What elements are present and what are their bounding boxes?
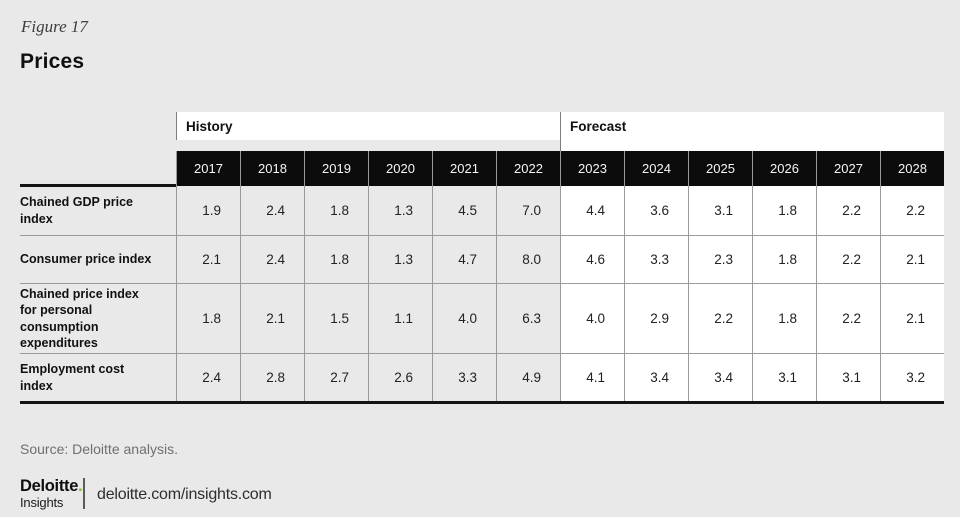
table-cell: 6.3: [496, 283, 560, 353]
table-cell: 2.4: [240, 235, 304, 283]
table-cell: 2.1: [176, 235, 240, 283]
logo-green-dot: .: [78, 477, 83, 495]
year-header: 2025: [688, 151, 752, 186]
table-cell: 1.1: [368, 283, 432, 353]
table-cell: 2.1: [880, 283, 944, 353]
table-cell: 2.1: [240, 283, 304, 353]
table-cell: 2.2: [880, 186, 944, 235]
table-cell: 2.4: [240, 186, 304, 235]
table-cell: 1.8: [752, 235, 816, 283]
table-cell: 4.9: [496, 353, 560, 401]
row-header-chained-price-index-pce: Chained price index for personal consump…: [20, 283, 176, 353]
table-cell: 3.4: [688, 353, 752, 401]
table-cell: 4.0: [432, 283, 496, 353]
table-cell: 2.2: [816, 283, 880, 353]
year-header: 2024: [624, 151, 688, 186]
logo-divider: [83, 478, 85, 509]
row-header-employment-cost-index: Employment cost index: [20, 353, 176, 401]
table-cell: 2.2: [816, 235, 880, 283]
table-cell: 2.2: [688, 283, 752, 353]
table-cell: 3.1: [816, 353, 880, 401]
table-cell: 4.0: [560, 283, 624, 353]
table-cell: 4.4: [560, 186, 624, 235]
table-cell: 2.6: [368, 353, 432, 401]
table-cell: 1.3: [368, 235, 432, 283]
table-cell: 1.8: [752, 283, 816, 353]
figure-title: Prices: [20, 50, 85, 73]
figure-label: Figure 17: [21, 17, 88, 36]
table-cell: 3.1: [752, 353, 816, 401]
table-cell: 4.6: [560, 235, 624, 283]
insights-url: deloitte.com/insights.com: [97, 486, 272, 503]
prices-table: History Forecast 2017 2018 2019 2020 202…: [20, 112, 944, 404]
band-spacer: [20, 112, 176, 151]
table-cell: 3.3: [432, 353, 496, 401]
table-cell: 1.5: [304, 283, 368, 353]
row-header-chained-gdp-price-index: Chained GDP price index: [20, 195, 133, 226]
year-header-spacer: [20, 151, 176, 186]
table-cell: 1.8: [176, 283, 240, 353]
table-cell: 3.6: [624, 186, 688, 235]
table-cell: 3.4: [624, 353, 688, 401]
table-cell: 1.8: [304, 186, 368, 235]
table-cell: 3.1: [688, 186, 752, 235]
table-cell: 2.3: [688, 235, 752, 283]
table-cell: 1.9: [176, 186, 240, 235]
table-cell: 1.8: [304, 235, 368, 283]
year-header: 2019: [304, 151, 368, 186]
year-header: 2018: [240, 151, 304, 186]
year-header: 2026: [752, 151, 816, 186]
table-cell: 2.9: [624, 283, 688, 353]
year-header: 2017: [176, 151, 240, 186]
year-header: 2020: [368, 151, 432, 186]
logo-deloitte-text: Deloitte: [20, 477, 79, 495]
row-header-column-underline: [20, 184, 176, 187]
year-header: 2028: [880, 151, 944, 186]
table-cell: 2.1: [880, 235, 944, 283]
table-cell: 4.1: [560, 353, 624, 401]
table-cell: 3.3: [624, 235, 688, 283]
source-note: Source: Deloitte analysis.: [20, 441, 178, 457]
year-header: 2027: [816, 151, 880, 186]
table-cell: 3.2: [880, 353, 944, 401]
forecast-group-header: Forecast: [560, 112, 944, 151]
table-cell: 2.7: [304, 353, 368, 401]
table-cell: 2.4: [176, 353, 240, 401]
year-header: 2021: [432, 151, 496, 186]
table-cell: 7.0: [496, 186, 560, 235]
table-cell: 1.3: [368, 186, 432, 235]
deloitte-insights-logo: Deloitte. Insights: [20, 477, 83, 510]
table-cell: 8.0: [496, 235, 560, 283]
row-header-consumer-price-index: Consumer price index: [20, 235, 176, 283]
year-header: 2023: [560, 151, 624, 186]
logo-insights-text: Insights: [20, 494, 64, 510]
year-header: 2022: [496, 151, 560, 186]
table-cell: 2.2: [816, 186, 880, 235]
table-cell: 4.7: [432, 235, 496, 283]
table-cell: 4.5: [432, 186, 496, 235]
history-group-header: History: [176, 112, 560, 140]
table-cell: 1.8: [752, 186, 816, 235]
table-cell: 2.8: [240, 353, 304, 401]
logo-wordmark: Deloitte.: [20, 477, 83, 495]
